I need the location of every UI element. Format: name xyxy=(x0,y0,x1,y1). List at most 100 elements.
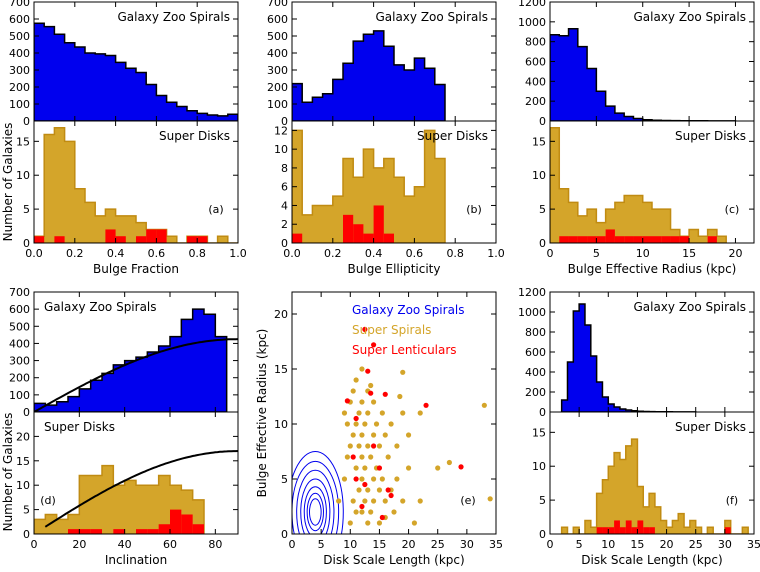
x-axis-label: Bulge Fraction xyxy=(93,262,179,276)
sine-curve xyxy=(44,450,238,528)
panel-f-top: 0 200 400 600 800 1000 1200 Galaxy Zoo Spirals xyxy=(518,286,755,419)
panel-letter: (a) xyxy=(208,203,223,216)
lenticular-point xyxy=(353,476,359,482)
lenticular-point xyxy=(368,390,374,396)
x-tick-label: 15 xyxy=(682,247,696,260)
y-tick-label: 500 xyxy=(9,30,30,43)
y-tick-label: 0 xyxy=(23,406,30,419)
spiral-point xyxy=(368,382,374,389)
panel-title: Super Disks xyxy=(44,420,115,434)
density-contour xyxy=(300,478,331,534)
spiral-point xyxy=(376,487,383,493)
x-tick-label: 40 xyxy=(118,538,132,551)
lenticular-point xyxy=(423,402,429,408)
lenticular-point xyxy=(376,465,383,471)
lenticular-bar xyxy=(642,236,652,243)
x-tick-label: 30 xyxy=(718,538,732,551)
density-contour xyxy=(306,492,324,532)
axes-frame xyxy=(33,411,239,535)
spiral-point xyxy=(356,410,362,416)
panel-title: Galaxy Zoo Spirals xyxy=(117,10,230,24)
lenticular-bar xyxy=(649,527,655,534)
lenticular-bar xyxy=(68,529,80,534)
lenticular-bar xyxy=(192,524,204,534)
spiral-point xyxy=(341,410,348,416)
spiral-point xyxy=(365,410,371,416)
lenticular-bar xyxy=(343,214,354,243)
axes-frame xyxy=(549,120,755,244)
lenticular-point xyxy=(458,464,464,470)
y-tick-label: 100 xyxy=(9,98,30,111)
y-tick-label: 0 xyxy=(23,237,30,250)
panel-letter: (b) xyxy=(466,203,482,216)
y-tick-label: 200 xyxy=(525,386,546,399)
y-tick-label: 200 xyxy=(9,372,30,385)
lenticular-point xyxy=(379,514,385,521)
histogram-bars xyxy=(550,28,737,121)
spiral-point xyxy=(359,509,365,515)
x-tick-label: 15 xyxy=(372,538,386,551)
spiral-point xyxy=(405,465,412,471)
spiral-point xyxy=(356,443,362,449)
spiral-point xyxy=(400,498,406,504)
y-tick-label: 1000 xyxy=(518,16,546,29)
density-contour xyxy=(296,469,335,534)
lenticular-point xyxy=(365,368,371,374)
histogram-bars xyxy=(292,30,446,121)
histogram-bars xyxy=(34,127,238,243)
spiral-point xyxy=(362,465,368,471)
lenticular-bar xyxy=(113,529,125,534)
x-tick-label: 0.2 xyxy=(66,247,84,260)
x-tick-label: 15 xyxy=(630,538,644,551)
x-tick-label: 0 xyxy=(547,538,554,551)
spiral-point xyxy=(336,498,342,504)
lenticular-bar xyxy=(383,233,394,243)
lenticular-point xyxy=(359,503,365,510)
spiral-point xyxy=(347,520,353,526)
y-tick-label: 0 xyxy=(539,237,546,250)
lenticular-point xyxy=(344,398,350,404)
spiral-point xyxy=(394,443,400,449)
spiral-point xyxy=(376,443,383,449)
x-tick-label: 35 xyxy=(489,538,503,551)
lenticular-bar xyxy=(602,527,609,534)
y-tick-label: 15 xyxy=(274,363,288,376)
lenticular-bar xyxy=(724,527,731,534)
lenticular-point xyxy=(362,481,368,488)
spiral-point xyxy=(365,487,371,493)
x-tick-label: 1.0 xyxy=(487,247,505,260)
panel-letter: (d) xyxy=(40,494,56,507)
x-tick-label: 0.0 xyxy=(25,247,43,260)
x-tick-label: 20 xyxy=(660,538,674,551)
histogram-bars xyxy=(550,127,727,243)
y-tick-label: 500 xyxy=(9,320,30,333)
y-tick-label: 6 xyxy=(281,181,288,194)
x-tick-label: 60 xyxy=(163,538,177,551)
y-tick-label: 10 xyxy=(274,418,288,431)
panel-title: Super Disks xyxy=(675,420,746,434)
y-tick-label: 10 xyxy=(274,143,288,156)
y-tick-label: 400 xyxy=(525,75,546,88)
lenticular-bar xyxy=(187,236,198,243)
y-tick-label: 10 xyxy=(16,169,30,182)
spiral-point xyxy=(382,498,388,504)
panel-a-top: 0 100 200 300 400 500 600 700 Galaxy Zoo Spirals xyxy=(9,0,239,128)
spiral-point xyxy=(344,454,350,460)
legend-entry: Galaxy Zoo Spirals xyxy=(352,303,465,317)
spiral-point xyxy=(385,454,391,460)
panel-c-bot: 0 5 10 15 0 5 10 15 20 Super Disks (c) Bulge Effect… xyxy=(532,120,755,276)
x-tick-label: 0 xyxy=(547,247,554,260)
y-tick-label: 300 xyxy=(9,355,30,368)
spiral-point xyxy=(356,487,362,493)
y-tick-label: 5 xyxy=(539,203,546,216)
y-tick-label: 1200 xyxy=(518,0,546,9)
y-axis-label: Number of Galaxies xyxy=(1,413,15,532)
panel-e: 0 5 10 15 20 25 30 35 0 5 10 15 20 Galaxy Zoo Spirals… xyxy=(255,291,503,567)
spiral-point xyxy=(391,509,397,515)
y-tick-label: 400 xyxy=(9,47,30,60)
lenticular-point xyxy=(382,391,388,397)
lenticular-point xyxy=(385,487,391,493)
lenticular-bar xyxy=(568,236,578,243)
spiral-point xyxy=(359,366,365,372)
